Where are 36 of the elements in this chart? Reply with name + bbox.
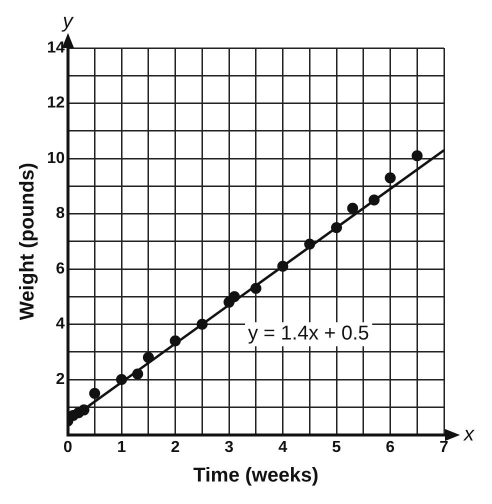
x-tick-label: 7 (440, 438, 449, 456)
point (132, 368, 144, 380)
text: y (60, 10, 74, 33)
y-tick-label: 14 (47, 39, 65, 56)
point (89, 388, 100, 399)
y-tick-label: 2 (56, 370, 65, 388)
text: x (463, 423, 475, 446)
x-tick-label: 2 (170, 438, 180, 456)
point (142, 352, 154, 363)
point (384, 172, 396, 184)
point (304, 238, 316, 250)
y-tick-label: 6 (56, 260, 65, 278)
y-tick-label: 4 (56, 316, 65, 333)
y-tick-label: 10 (47, 150, 65, 167)
point (196, 318, 208, 330)
y-axis-title: Weight (pounds) (16, 162, 39, 320)
point (170, 335, 181, 346)
point (228, 291, 240, 302)
point (412, 150, 423, 162)
point (368, 194, 380, 206)
point (250, 282, 262, 294)
x-tick-label: 3 (224, 438, 234, 456)
point (116, 374, 128, 386)
x-tick-label: 6 (386, 438, 395, 456)
y-tick-label: 12 (47, 94, 65, 112)
point (78, 404, 90, 416)
x-tick-label: 5 (332, 438, 342, 456)
point (347, 202, 358, 214)
y-tick-label: 8 (56, 205, 65, 222)
annotation: y = 1.4x + 0.5 (248, 322, 370, 345)
point (331, 222, 342, 234)
point (277, 260, 288, 272)
x-tick-label: 0 (63, 438, 72, 456)
x-tick-label: 4 (278, 438, 288, 456)
x-tick-label: 1 (117, 438, 126, 456)
x-axis-title: Time (weeks) (193, 464, 319, 487)
